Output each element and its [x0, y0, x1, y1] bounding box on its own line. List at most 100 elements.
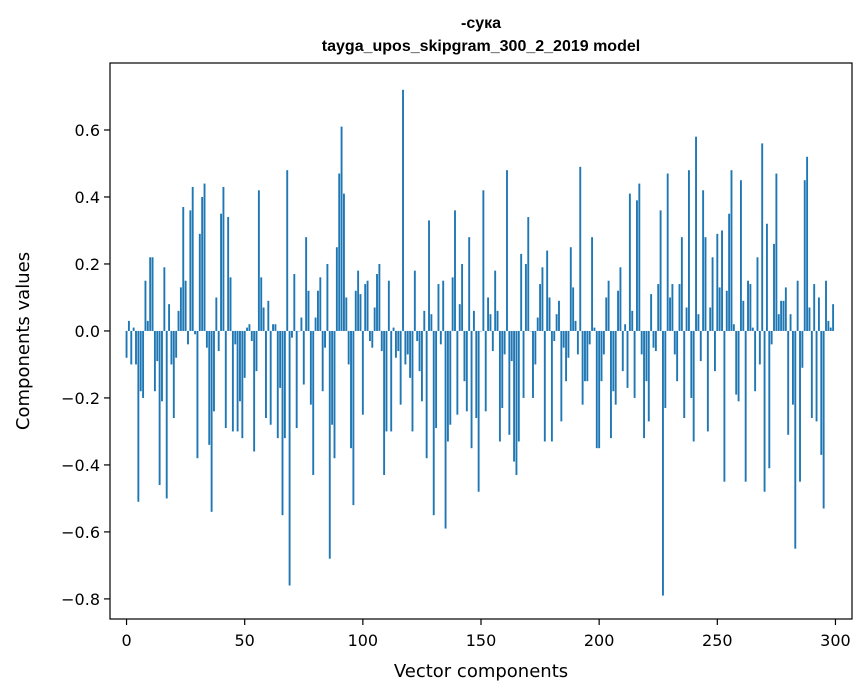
bar-component-166	[517, 330, 520, 442]
bar-component-34	[205, 330, 208, 348]
bar-component-77	[307, 290, 310, 331]
x-tick-label: 250	[702, 631, 733, 650]
bar-component-258	[735, 330, 738, 395]
bar-component-281	[789, 314, 792, 331]
bar-component-149	[477, 330, 480, 492]
bar-component-119	[406, 330, 409, 355]
bar-component-219	[643, 330, 645, 439]
bar-component-78	[309, 330, 312, 405]
bar-component-188	[569, 247, 572, 331]
bar-component-175	[539, 284, 542, 331]
bar-component-5	[137, 330, 140, 502]
y-axis-label: Components values	[13, 252, 34, 430]
bar-component-102	[366, 280, 369, 331]
bar-component-184	[560, 330, 563, 422]
bar-component-104	[371, 330, 374, 348]
bar-component-274	[773, 243, 775, 331]
bar-component-296	[825, 280, 827, 331]
bar-component-72	[295, 330, 298, 429]
bar-component-62	[272, 324, 274, 331]
bar-component-38	[215, 297, 218, 331]
bar-component-279	[784, 287, 787, 331]
bar-component-110	[385, 330, 388, 432]
bar-component-154	[489, 314, 492, 331]
bar-component-41	[222, 186, 225, 331]
bar-component-206	[612, 330, 615, 392]
bar-component-223	[652, 330, 655, 348]
bar-component-21	[175, 330, 178, 358]
bar-component-47	[236, 330, 239, 432]
bar-component-284	[796, 280, 799, 331]
bar-component-131	[435, 330, 438, 429]
bar-component-205	[610, 330, 612, 439]
bar-component-215	[633, 330, 636, 398]
bar-component-200	[598, 330, 601, 449]
y-tick-label: −0.6	[61, 523, 100, 542]
bar-component-248	[711, 257, 714, 331]
bar-component-64	[276, 330, 279, 439]
bar-component-221	[647, 330, 650, 422]
bar-component-138	[451, 277, 454, 331]
bar-component-259	[737, 330, 740, 402]
bar-component-26	[187, 330, 189, 345]
y-tick-label: 0.0	[75, 322, 100, 341]
bar-component-163	[510, 330, 513, 362]
bar-component-99	[359, 294, 362, 331]
bar-component-265	[751, 327, 754, 331]
bar-component-290	[810, 330, 813, 419]
x-tick-label: 50	[235, 631, 255, 650]
bar-component-54	[253, 330, 256, 452]
bar-component-225	[657, 284, 660, 331]
bar-component-194	[584, 330, 586, 382]
bar-component-123	[416, 330, 419, 341]
bar-component-151	[482, 190, 485, 331]
bar-component-48	[239, 330, 241, 402]
bar-component-23	[179, 287, 182, 331]
bar-component-253	[723, 330, 726, 482]
bar-component-69	[288, 330, 291, 586]
x-tick-label: 150	[466, 631, 497, 650]
bar-component-220	[645, 330, 648, 382]
bar-component-118	[404, 330, 407, 365]
bar-component-237	[685, 307, 688, 331]
bar-component-286	[801, 330, 804, 368]
y-tick-label: −0.2	[61, 389, 100, 408]
bar-component-214	[631, 310, 634, 331]
bar-component-257	[732, 324, 735, 331]
bar-component-53	[250, 330, 253, 341]
y-axis-ticks: −0.8 −0.6 −0.4 −0.2 0.0 0.2 0.4 0.6	[61, 121, 110, 609]
bar-component-276	[777, 314, 780, 331]
bar-component-153	[487, 297, 490, 331]
bar-component-114	[394, 330, 397, 358]
bar-component-148	[475, 330, 478, 419]
bar-component-126	[423, 310, 426, 331]
bar-component-129	[430, 314, 433, 331]
bar-component-191	[576, 330, 579, 355]
bar-component-108	[380, 330, 383, 352]
bar-component-227	[662, 330, 664, 596]
bar-component-91	[340, 126, 343, 331]
bar-component-217	[638, 183, 641, 331]
bar-component-159	[501, 330, 504, 408]
bar-component-121	[411, 330, 414, 432]
x-tick-label: 0	[121, 631, 131, 650]
bar-component-28	[191, 186, 194, 331]
bar-component-158	[498, 330, 501, 442]
bar-component-36	[210, 330, 213, 512]
bar-component-254	[725, 290, 728, 331]
bar-component-42	[224, 330, 227, 429]
bar-component-176	[541, 267, 544, 331]
bar-component-197	[591, 237, 594, 331]
bar-component-224	[654, 330, 657, 352]
bar-component-298	[829, 327, 832, 331]
bar-component-147	[472, 310, 475, 331]
bar-component-35	[208, 330, 211, 445]
bar-component-229	[666, 173, 669, 331]
bar-component-70	[291, 330, 293, 338]
bar-component-243	[699, 330, 702, 362]
bar-component-264	[749, 284, 752, 331]
bar-component-137	[449, 330, 452, 425]
bar-component-60	[267, 300, 270, 331]
bar-component-55	[255, 330, 258, 372]
